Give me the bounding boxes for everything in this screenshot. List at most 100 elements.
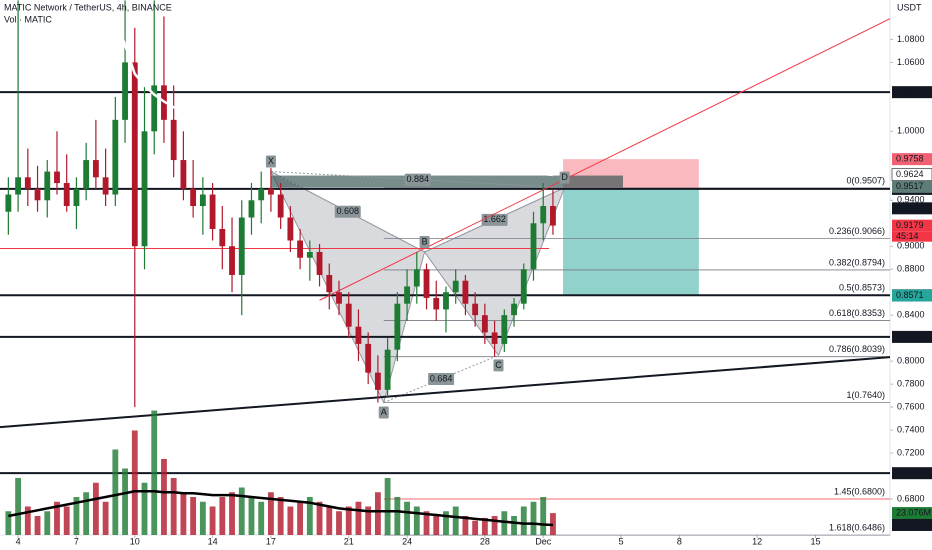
- volume-bar: [355, 501, 362, 535]
- x-tick-label: 12: [752, 536, 762, 546]
- point-box: [493, 359, 504, 372]
- candle-body: [501, 315, 508, 344]
- fib-label: 1.45(0.6800): [834, 486, 885, 496]
- point-box: [419, 235, 430, 248]
- y-tick-label: 0.6800: [897, 493, 925, 503]
- level-tag: [892, 330, 932, 343]
- candle-body: [306, 251, 313, 258]
- point-label: C: [495, 360, 502, 370]
- candle-body: [511, 303, 517, 316]
- x-tick-label: 10: [130, 536, 140, 546]
- y-tick-label: 1.0600: [897, 57, 925, 67]
- candle-body: [248, 200, 255, 218]
- candle-body: [365, 343, 372, 373]
- y-tick-label: 1.0000: [897, 126, 925, 136]
- volume-bar: [199, 501, 206, 535]
- volume-bar: [443, 511, 449, 535]
- volume-bar: [336, 511, 342, 535]
- candle-body: [540, 206, 547, 224]
- volume-bar: [297, 501, 304, 535]
- ratio-box: [404, 173, 431, 186]
- point-label: X: [268, 156, 274, 166]
- fib-label: 0(0.9507): [846, 175, 885, 185]
- volume-bar: [209, 506, 216, 535]
- ratio-label: 0.684: [430, 373, 453, 383]
- target-zone: [563, 187, 699, 296]
- volume-bar: [374, 492, 381, 535]
- volume-bar: [277, 497, 284, 535]
- x-tick-label: 21: [344, 536, 354, 546]
- volume-bar: [404, 501, 410, 535]
- level-tag: [892, 467, 932, 480]
- volume-bar: [345, 506, 352, 535]
- volume-bar: [190, 497, 197, 535]
- candle-body: [277, 194, 284, 218]
- level-tag: [892, 86, 932, 99]
- x-tick-label: 4: [16, 536, 21, 546]
- ratio-label: 0.608: [336, 206, 359, 216]
- fib-label: 0.236(0.9066): [829, 226, 885, 236]
- volume-bar: [472, 520, 479, 535]
- fib-label: 1(0.7640): [846, 390, 885, 400]
- ratio-box: [334, 205, 361, 218]
- volume-bar: [122, 468, 128, 535]
- volume-bar: [452, 506, 459, 535]
- candle-body: [355, 326, 362, 344]
- y-tick-label: 0.9400: [897, 195, 925, 205]
- volume-bar: [258, 501, 265, 535]
- candle-body: [170, 119, 177, 161]
- volume-bar: [433, 516, 440, 535]
- volume-bar: [238, 487, 245, 535]
- y-tick-label: 0.8000: [897, 356, 925, 366]
- point-label: D: [561, 172, 568, 182]
- candle-body: [238, 217, 245, 275]
- candle-body: [5, 194, 12, 212]
- candle-body: [345, 303, 352, 327]
- countdown-box: [892, 231, 932, 242]
- point-box: [559, 171, 570, 184]
- x-tick-label: 17: [266, 536, 276, 546]
- x-tick-label: 15: [811, 536, 821, 546]
- candle-body: [24, 177, 31, 189]
- candle-body: [209, 194, 216, 230]
- candle-body: [287, 217, 294, 241]
- candle-body: [83, 160, 90, 189]
- y-tick-label: 0.7800: [897, 379, 925, 389]
- y-tick-label: 0.7400: [897, 424, 925, 434]
- candle-body: [268, 188, 274, 195]
- volume-bar: [73, 497, 80, 535]
- volume-bar: [229, 492, 235, 535]
- volume-bar: [520, 506, 527, 535]
- candle-body: [180, 160, 187, 189]
- y-tick-label: 0.9000: [897, 241, 925, 251]
- x-tick-label: 7: [74, 536, 79, 546]
- x-tick-label: 24: [402, 536, 412, 546]
- price-tag: [891, 168, 932, 181]
- candle-body: [481, 315, 488, 333]
- volume-bar: [365, 506, 372, 535]
- candle-body: [336, 292, 342, 304]
- volume-bar: [141, 482, 148, 535]
- x-tick-label: 28: [480, 536, 490, 546]
- candle-body: [316, 251, 323, 275]
- volume-bar: [316, 501, 323, 535]
- trend-line: [0, 356, 891, 429]
- y-tick-label: 0.8800: [897, 264, 925, 274]
- candle-body: [491, 332, 498, 344]
- candle-body: [413, 269, 420, 287]
- volume-bar: [501, 511, 508, 535]
- y-tick-label: 0.7600: [897, 401, 925, 411]
- volume-bar: [326, 506, 333, 535]
- point-box: [265, 155, 276, 168]
- y-tick-label: 0.7200: [897, 447, 925, 457]
- fib-label: 0.5(0.8573): [839, 283, 885, 293]
- volume-bar: [511, 516, 517, 535]
- volume-bar: [491, 516, 498, 535]
- fib-label: 1.618(0.6486): [829, 522, 885, 532]
- candle-body: [199, 194, 206, 207]
- volume-bar: [423, 511, 430, 535]
- candle-body: [73, 188, 80, 207]
- volume-bar: [54, 501, 60, 535]
